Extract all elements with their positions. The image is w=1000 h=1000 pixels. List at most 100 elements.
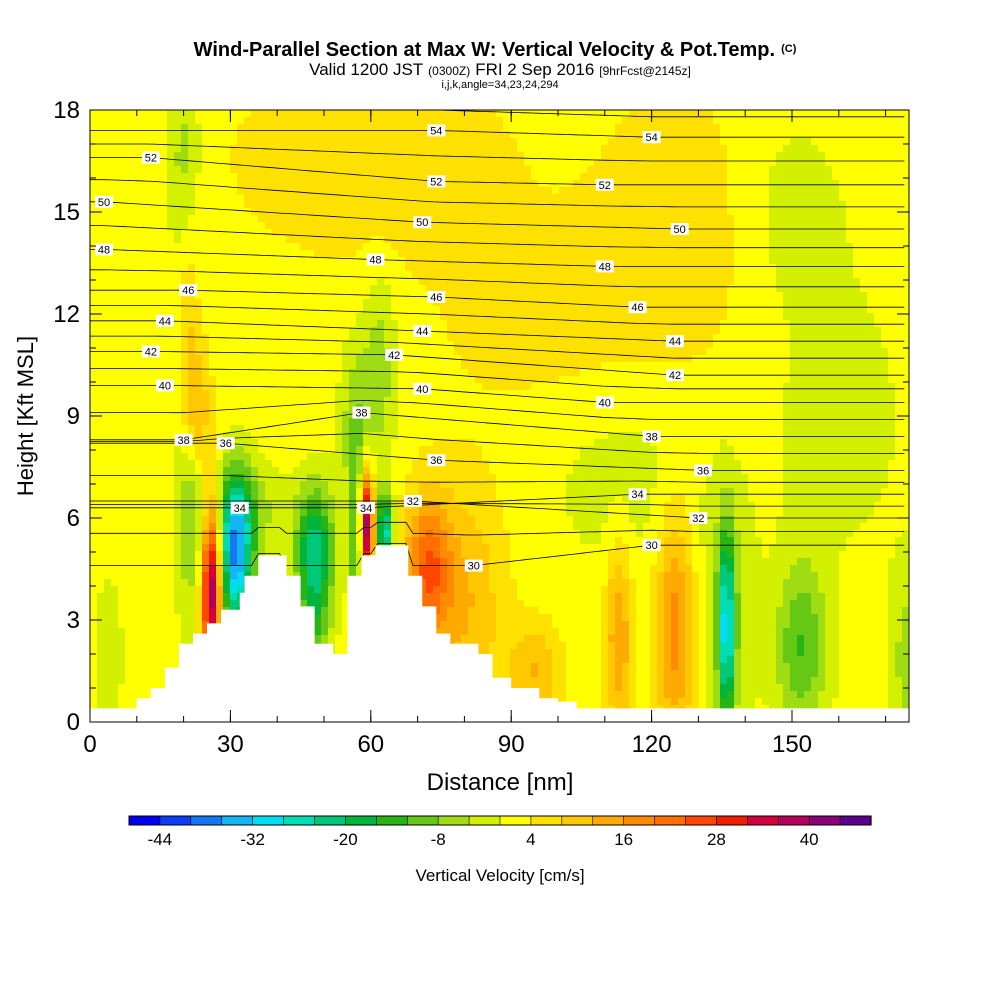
- velocity-cell: [216, 432, 224, 440]
- velocity-cell: [223, 446, 231, 454]
- velocity-cell: [90, 117, 168, 125]
- velocity-cell: [608, 635, 630, 643]
- velocity-cell: [650, 628, 658, 636]
- velocity-cell: [377, 523, 385, 531]
- velocity-cell: [265, 222, 735, 230]
- velocity-cell: [363, 425, 385, 433]
- velocity-cell: [202, 530, 210, 538]
- velocity-cell: [741, 614, 777, 622]
- velocity-cell: [839, 649, 889, 657]
- velocity-cell: [503, 117, 623, 125]
- velocity-cell: [741, 544, 763, 552]
- velocity-cell: [195, 530, 203, 538]
- velocity-cell: [573, 460, 658, 468]
- velocity-cell: [97, 628, 126, 636]
- velocity-cell: [783, 593, 798, 601]
- velocity-cell: [90, 635, 98, 643]
- velocity-cell: [720, 544, 735, 552]
- contour-label-text: 32: [692, 513, 704, 525]
- velocity-cell: [699, 635, 707, 643]
- velocity-cell: [216, 607, 224, 615]
- velocity-cell: [671, 614, 679, 622]
- velocity-cell: [552, 656, 567, 664]
- velocity-cell: [839, 194, 909, 202]
- velocity-cell: [174, 593, 196, 601]
- velocity-cell: [188, 418, 210, 426]
- velocity-cell: [90, 138, 168, 146]
- velocity-cell: [426, 551, 434, 559]
- velocity-cell: [209, 600, 217, 608]
- velocity-cell: [727, 180, 770, 188]
- contour-label-bg: [427, 175, 446, 188]
- velocity-cell: [90, 320, 182, 328]
- velocity-cell: [776, 656, 784, 664]
- velocity-cell: [216, 565, 224, 573]
- velocity-cell: [202, 362, 210, 370]
- velocity-cell: [727, 306, 784, 314]
- velocity-cell: [580, 173, 728, 181]
- velocity-cell: [125, 649, 196, 657]
- velocity-cell: [454, 348, 707, 356]
- velocity-cell: [706, 565, 714, 573]
- velocity-cell: [657, 621, 665, 629]
- velocity-cell: [720, 558, 735, 566]
- velocity-cell: [734, 642, 742, 650]
- velocity-cell: [216, 390, 336, 398]
- velocity-cell: [888, 362, 909, 370]
- velocity-cell: [573, 523, 602, 531]
- velocity-cell: [825, 670, 840, 678]
- velocity-cell: [734, 586, 742, 594]
- velocity-cell: [419, 446, 483, 454]
- velocity-cell: [461, 537, 483, 545]
- velocity-cell: [90, 376, 182, 384]
- velocity-cell: [790, 614, 819, 622]
- velocity-cell: [783, 292, 868, 300]
- velocity-cell: [636, 663, 651, 671]
- velocity-cell: [671, 565, 679, 573]
- velocity-cell: [720, 495, 735, 503]
- velocity-cell: [244, 201, 728, 209]
- contour-label-text: 32: [407, 496, 419, 508]
- velocity-cell: [426, 579, 441, 587]
- velocity-cell: [202, 537, 210, 545]
- velocity-cell: [300, 572, 308, 580]
- velocity-cell: [202, 299, 364, 307]
- velocity-cell: [741, 684, 784, 692]
- velocity-cell: [181, 124, 189, 132]
- velocity-cell: [237, 180, 539, 188]
- velocity-cell: [342, 432, 350, 440]
- velocity-cell: [195, 502, 203, 510]
- velocity-cell: [356, 565, 364, 573]
- velocity-cell: [650, 642, 658, 650]
- x-tick-label: 0: [83, 731, 96, 758]
- velocity-cell: [440, 306, 728, 314]
- velocity-cell: [307, 544, 322, 552]
- velocity-cell: [181, 481, 196, 489]
- velocity-cell: [713, 670, 721, 678]
- velocity-cell: [741, 600, 784, 608]
- velocity-cell: [384, 341, 399, 349]
- contour-label-bg: [427, 124, 446, 137]
- velocity-cell: [671, 495, 686, 503]
- velocity-cell: [734, 698, 742, 706]
- velocity-cell: [797, 649, 805, 657]
- velocity-cell: [391, 299, 434, 307]
- velocity-cell: [244, 460, 252, 468]
- velocity-cell: [174, 446, 182, 454]
- velocity-cell: [692, 684, 700, 692]
- velocity-cell: [356, 446, 364, 454]
- velocity-cell: [335, 642, 357, 650]
- velocity-cell: [685, 537, 693, 545]
- velocity-cell: [461, 635, 497, 643]
- velocity-cell: [727, 173, 770, 181]
- velocity-cell: [783, 299, 868, 307]
- contour-label-text: 40: [599, 397, 611, 409]
- contour-label-bg: [141, 345, 160, 358]
- velocity-cell: [181, 418, 189, 426]
- velocity-cell: [888, 677, 903, 685]
- velocity-cell: [440, 565, 448, 573]
- velocity-cell: [636, 586, 651, 594]
- velocity-cell: [678, 600, 686, 608]
- velocity-cell: [685, 642, 693, 650]
- velocity-cell: [181, 236, 287, 244]
